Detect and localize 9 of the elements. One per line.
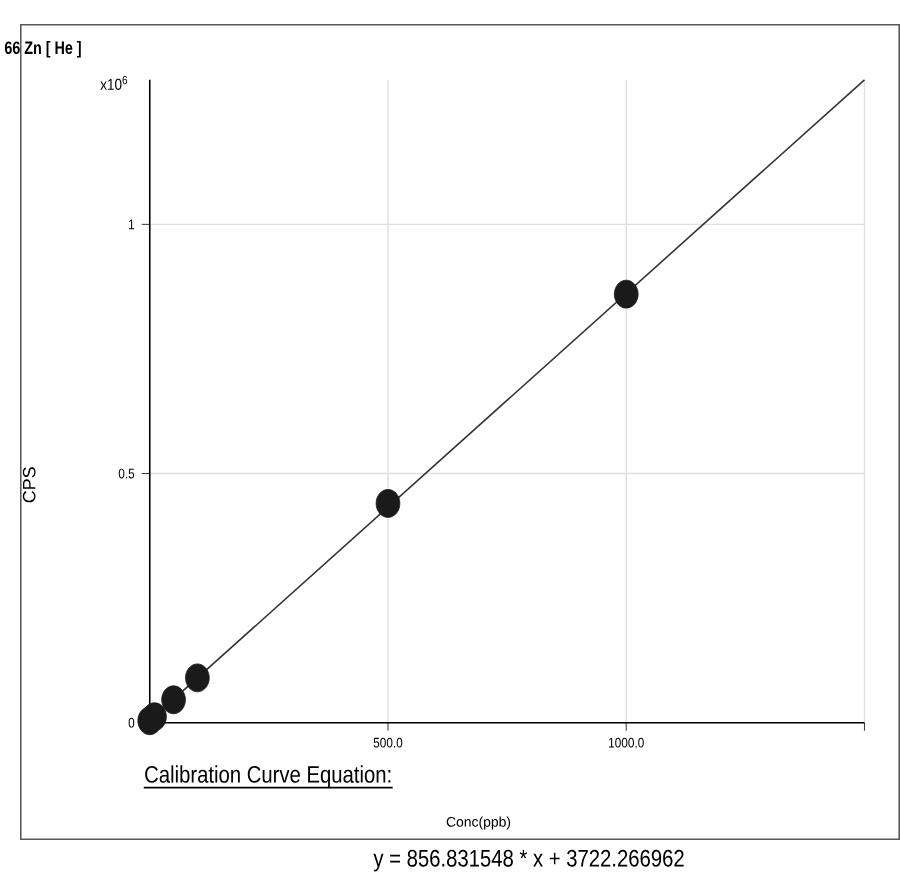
- point: [161, 685, 186, 714]
- y-axis-title: CPS: [22, 467, 36, 503]
- point: [375, 488, 401, 518]
- point: [613, 279, 639, 309]
- point: [142, 702, 167, 731]
- point: [185, 663, 210, 693]
- text: y = 856.831548 * x + 3722.266962: [373, 849, 684, 872]
- chart-title: 66 Zn [ He ]: [4, 40, 81, 58]
- text: Calibration Curve Equation:: [145, 765, 391, 788]
